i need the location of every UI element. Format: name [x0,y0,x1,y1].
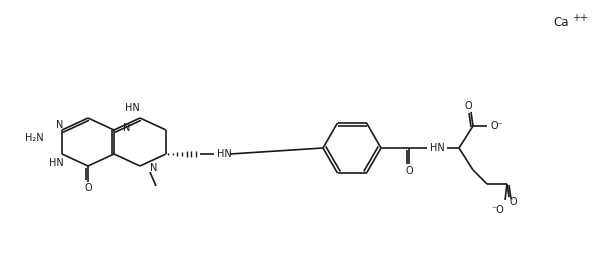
Text: O⁻: O⁻ [490,121,503,131]
Text: ⁻O: ⁻O [492,205,504,215]
Text: HN: HN [124,103,139,113]
Text: ++: ++ [572,13,588,23]
Text: O: O [405,166,413,176]
Text: O: O [509,197,517,207]
Text: O: O [464,101,472,111]
Text: Ca: Ca [553,15,569,28]
Text: HN: HN [49,158,63,168]
Text: H₂N: H₂N [26,133,44,143]
Text: HN: HN [429,143,444,153]
Text: N: N [56,120,63,130]
Text: N: N [150,163,157,173]
Text: N: N [123,123,131,133]
Text: O: O [84,183,92,193]
Text: HN: HN [217,149,231,159]
